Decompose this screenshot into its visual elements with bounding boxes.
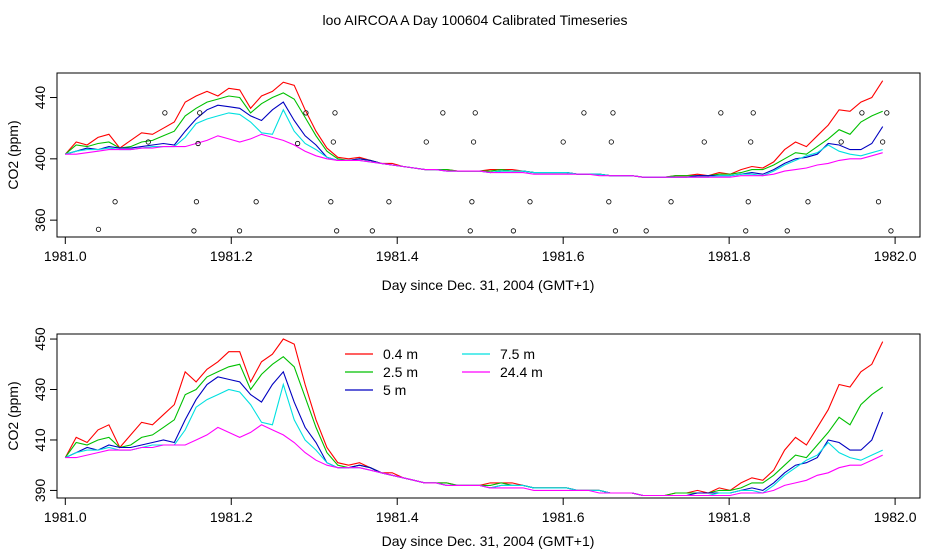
- x-tick-label: 1981.0: [44, 509, 87, 525]
- marker-point: [608, 139, 614, 145]
- marker-point: [859, 110, 865, 116]
- marker-point: [328, 199, 334, 205]
- marker-point: [838, 139, 844, 145]
- marker-point: [701, 139, 707, 145]
- x-tick-label: 1981.4: [376, 248, 419, 264]
- marker-point: [423, 139, 429, 145]
- marker-point: [718, 110, 724, 116]
- y-tick-label: 450: [32, 327, 48, 351]
- marker-point: [236, 228, 243, 234]
- series-line-0: [64, 338, 884, 497]
- x-tick-label: 1981.4: [376, 509, 419, 525]
- series-line-4: [65, 424, 883, 497]
- series-line-2: [65, 370, 884, 497]
- marker-point: [295, 140, 301, 147]
- marker-point: [643, 228, 649, 234]
- marker-point: [386, 199, 392, 205]
- legend-label: 7.5 m: [500, 346, 535, 362]
- legend: 0.4 m 2.5 m 5 m 7.5 m 24.4 m: [345, 346, 543, 398]
- y-tick-label: 430: [32, 378, 48, 402]
- top-x-axis: 1981.0 1981.2 1981.4 1981.6 1981.8 1982.0: [44, 237, 917, 264]
- legend-label: 2.5 m: [383, 364, 418, 380]
- legend-label: 24.4 m: [500, 364, 543, 380]
- marker-point: [888, 228, 894, 234]
- legend-label: 0.4 m: [383, 346, 418, 362]
- bottom-panel: 1981.0 1981.2 1981.4 1981.6 1981.8 1982.0 390…: [5, 327, 921, 549]
- marker-point: [805, 199, 811, 205]
- marker-point: [750, 110, 756, 116]
- series-line-1: [64, 92, 883, 178]
- marker-point: [606, 199, 612, 205]
- marker-point: [440, 110, 446, 116]
- top-markers: [95, 110, 894, 234]
- x-tick-label: 1982.0: [874, 248, 917, 264]
- top-x-axis-label: Day since Dec. 31, 2004 (GMT+1): [382, 277, 595, 293]
- marker-point: [334, 228, 340, 234]
- marker-point: [610, 110, 616, 116]
- marker-point: [880, 139, 886, 145]
- x-tick-label: 1981.8: [708, 248, 751, 264]
- marker-point: [784, 228, 790, 234]
- y-tick-label: 360: [32, 208, 48, 232]
- marker-point: [469, 199, 475, 205]
- marker-point: [745, 199, 751, 205]
- marker-point: [510, 228, 516, 234]
- marker-point: [527, 199, 533, 205]
- bottom-y-axis: 390 410 430 450: [32, 327, 57, 502]
- x-tick-label: 1981.6: [542, 248, 585, 264]
- marker-point: [191, 228, 197, 234]
- top-panel: 1981.0 1981.2 1981.4 1981.6 1981.8 1982.0 360…: [5, 72, 921, 293]
- marker-point: [748, 139, 754, 145]
- series-line-3: [65, 382, 883, 497]
- marker-point: [332, 110, 338, 116]
- marker-point: [467, 228, 473, 234]
- marker-point: [195, 140, 201, 147]
- bottom-x-axis: 1981.0 1981.2 1981.4 1981.6 1981.8 1982.0: [44, 498, 917, 525]
- bottom-y-axis-label: CO2 (ppm): [5, 381, 21, 450]
- y-tick-label: 400: [32, 147, 48, 171]
- marker-point: [612, 228, 619, 234]
- marker-point: [472, 110, 478, 116]
- marker-point: [875, 199, 882, 205]
- x-tick-label: 1981.8: [708, 509, 751, 525]
- marker-point: [330, 139, 336, 145]
- y-tick-label: 390: [32, 479, 48, 503]
- marker-point: [581, 110, 587, 116]
- marker-point: [369, 228, 375, 234]
- y-tick-label: 410: [32, 428, 48, 452]
- bottom-x-axis-label: Day since Dec. 31, 2004 (GMT+1): [382, 533, 595, 549]
- marker-point: [162, 110, 168, 116]
- marker-point: [197, 110, 203, 116]
- y-tick-label: 440: [32, 86, 48, 110]
- marker-point: [95, 226, 102, 232]
- marker-point: [112, 199, 118, 205]
- top-series-lines: [64, 80, 884, 178]
- marker-point: [743, 228, 749, 234]
- series-line-1: [64, 355, 884, 497]
- x-tick-label: 1982.0: [874, 509, 917, 525]
- legend-label: 5 m: [383, 382, 406, 398]
- figure-title: loo AIRCOA A Day 100604 Calibrated Times…: [322, 12, 627, 28]
- x-tick-label: 1981.2: [210, 248, 253, 264]
- series-line-4: [65, 133, 883, 178]
- x-tick-label: 1981.2: [210, 509, 253, 525]
- x-tick-label: 1981.0: [44, 248, 87, 264]
- marker-point: [470, 139, 477, 145]
- marker-point: [193, 199, 200, 205]
- bottom-series-lines: [64, 338, 884, 497]
- marker-point: [253, 199, 259, 205]
- marker-point: [884, 110, 890, 116]
- top-y-axis: 360 400 440: [32, 86, 57, 232]
- x-tick-label: 1981.6: [542, 509, 585, 525]
- marker-point: [303, 110, 309, 116]
- top-plot-box: [56, 72, 921, 238]
- top-y-axis-label: CO2 (ppm): [5, 120, 21, 189]
- marker-point: [668, 199, 674, 205]
- bottom-plot-box: [56, 333, 921, 499]
- marker-point: [145, 139, 151, 145]
- marker-point: [560, 139, 566, 145]
